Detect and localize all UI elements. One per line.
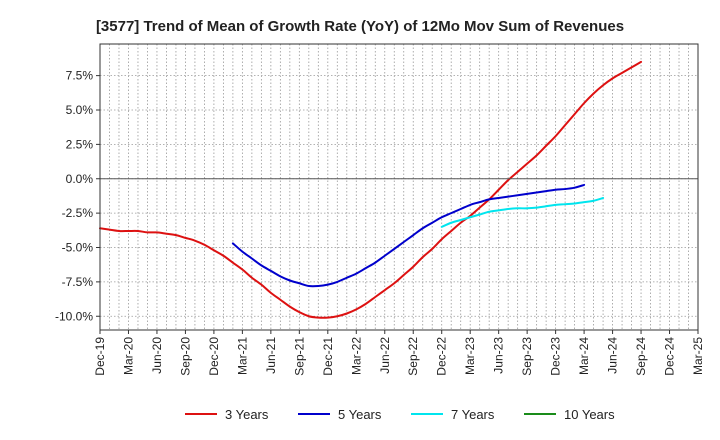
x-tick-label: Dec-19 [93,337,107,376]
x-tick-label: Dec-21 [321,337,335,376]
legend-label-7-years: 7 Years [451,407,495,422]
x-tick-label: Dec-23 [549,337,563,376]
series-line-5-years [231,183,586,288]
x-tick-label: Mar-23 [463,337,477,375]
x-tick-label: Sep-23 [520,337,534,376]
legend-label-3-years: 3 Years [225,407,269,422]
x-tick-label: Mar-22 [349,337,363,375]
x-tick-label: Mar-24 [577,337,591,375]
x-tick-label: Jun-20 [150,337,164,374]
chart-title: [3577] Trend of Mean of Growth Rate (YoY… [96,18,624,35]
x-tick-label: Jun-24 [606,337,620,374]
x-tick-label: Dec-20 [207,337,221,376]
x-tick-label: Sep-20 [178,337,192,376]
legend: 3 Years 5 Years 7 Years 10 Years [185,407,615,422]
x-axis-ticks: Dec-19 Mar-20 Jun-20 Sep-20 Dec-20 Mar-21 Jun-… [93,330,705,376]
series-line-3-years [99,60,643,319]
y-tick-label: -10.0% [55,309,93,323]
series-lines [99,60,643,319]
x-tick-label: Sep-22 [406,337,420,376]
x-tick-label: Dec-24 [663,337,677,376]
x-tick-label: Jun-22 [378,337,392,374]
x-tick-label: Dec-22 [435,337,449,376]
plot-border [99,43,699,331]
y-tick-label: 5.0% [66,103,94,117]
x-tick-label: Jun-23 [492,337,506,374]
legend-label-5-years: 5 Years [338,407,382,422]
x-tick-label: Sep-21 [292,337,306,376]
x-tick-label: Mar-25 [691,337,705,375]
x-tick-label: Jun-21 [264,337,278,374]
y-tick-label: -7.5% [62,275,94,289]
x-tick-label: Sep-24 [634,337,648,376]
x-tick-label: Mar-20 [121,337,135,375]
plot-area [100,44,698,330]
y-tick-label: -2.5% [62,206,94,220]
series-line-7-years [440,197,605,228]
y-tick-label: -5.0% [62,241,94,255]
x-tick-label: Mar-21 [235,337,249,375]
y-tick-label: 2.5% [66,137,94,151]
y-axis-ticks: 7.5% 5.0% 2.5% 0.0% -2.5% -5.0% -7.5% -10.0% [55,69,100,323]
y-tick-label: 0.0% [66,172,94,186]
y-tick-label: 7.5% [66,69,94,83]
legend-label-10-years: 10 Years [564,407,615,422]
